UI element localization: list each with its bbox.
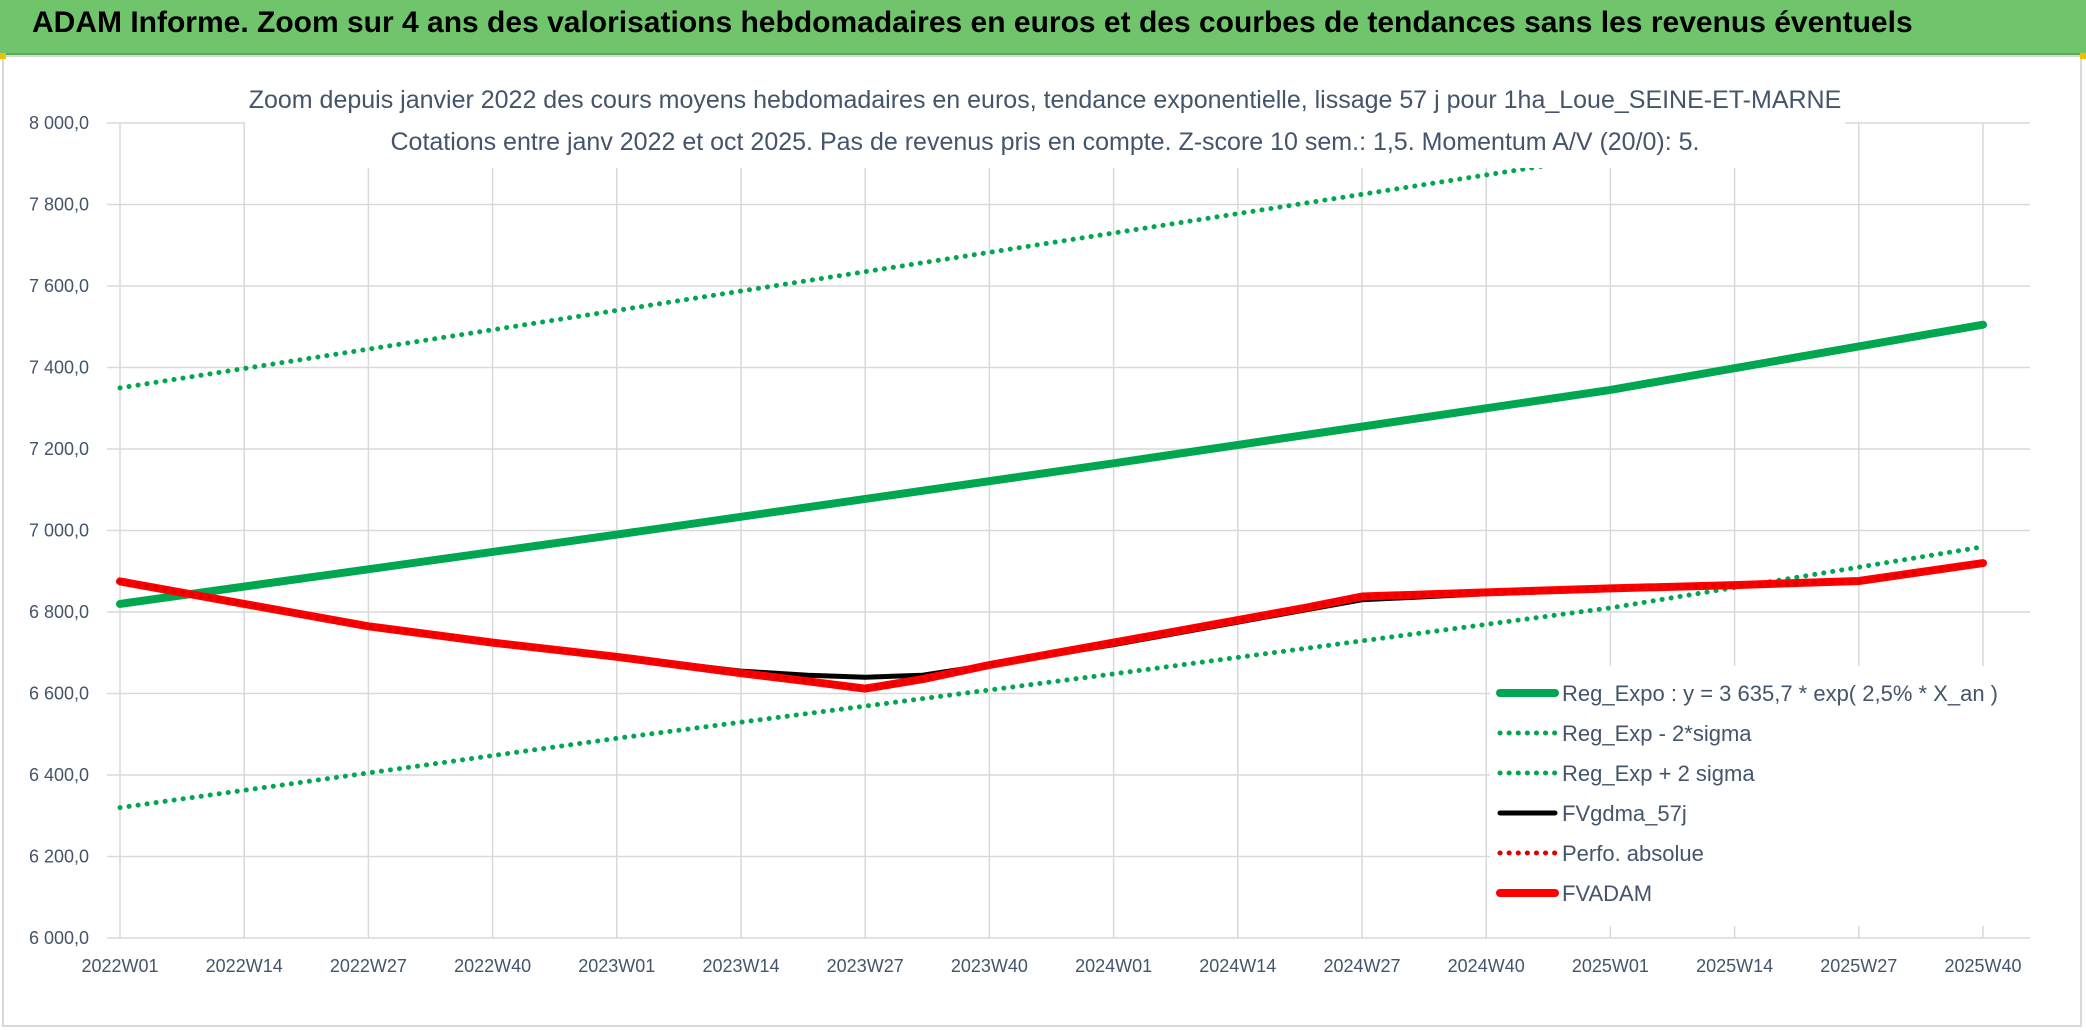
series-lines [116,123,1987,811]
legend-background [1490,666,2030,926]
x-tick-label: 2023W14 [702,956,779,976]
x-tick-label: 2025W40 [1944,956,2021,976]
x-tick-label: 2024W01 [1075,956,1152,976]
x-tick-label: 2024W14 [1199,956,1276,976]
y-tick-label: 7 000,0 [29,521,89,541]
series-line-reg_exp [117,123,1818,391]
x-tick-label: 2025W01 [1572,956,1649,976]
y-tick-label: 6 000,0 [29,928,89,948]
x-tick-label: 2025W14 [1696,956,1773,976]
y-tick-label: 8 000,0 [29,113,89,133]
frame-corner-handle [0,53,6,59]
chart-title-line-2: Cotations entre janv 2022 et oct 2025. P… [390,128,1699,156]
x-tick-label: 2022W01 [81,956,158,976]
y-tick-label: 6 800,0 [29,602,89,622]
legend-label: Perfo. absolue [1562,841,1704,866]
y-tick-label: 6 600,0 [29,684,89,704]
chart-frame [2,55,2082,1027]
x-tick-label: 2022W40 [454,956,531,976]
legend-label: FVADAM [1562,881,1652,906]
series-line-fvgdma_57j [117,561,1986,680]
series-line-fvadam [116,559,1987,693]
legend-label: Reg_Exp + 2 sigma [1562,761,1755,786]
axis-labels: 6 000,0 6 200,0 6 400,0 6 600,0 6 800,0 7 000… [29,113,2022,976]
x-tick-label: 2024W40 [1448,956,1525,976]
y-tick-label: 6 200,0 [29,847,89,867]
y-tick-label: 7 200,0 [29,439,89,459]
y-tick-label: 7 400,0 [29,358,89,378]
frame-corner-handle [2080,53,2086,59]
x-tick-label: 2022W27 [330,956,407,976]
x-tick-label: 2023W01 [578,956,655,976]
x-tick-label: 2023W40 [951,956,1028,976]
legend-label: Reg_Expo : y = 3 635,7 * exp( 2,5% * X_a… [1562,681,1998,706]
x-tick-label: 2023W27 [827,956,904,976]
series-line-reg_expo [116,320,1987,608]
x-tick-label: 2022W14 [206,956,283,976]
legend-label: Reg_Exp - 2*sigma [1562,721,1752,746]
legend-label: FVgdma_57j [1562,801,1687,826]
header-bar: ADAM Informe. Zoom sur 4 ans des valoris… [0,0,2086,55]
y-tick-label: 7 800,0 [29,195,89,215]
title-background [245,78,1845,168]
y-tick-label: 6 400,0 [29,765,89,785]
x-tick-label: 2025W27 [1820,956,1897,976]
chart-title-line-1: Zoom depuis janvier 2022 des cours moyen… [249,86,1842,114]
page-title: ADAM Informe. Zoom sur 4 ans des valoris… [32,6,1913,39]
y-tick-label: 7 600,0 [29,276,89,296]
x-tick-label: 2024W27 [1323,956,1400,976]
legend: Reg_Expo : y = 3 635,7 * exp( 2,5% * X_a… [1496,681,1998,906]
